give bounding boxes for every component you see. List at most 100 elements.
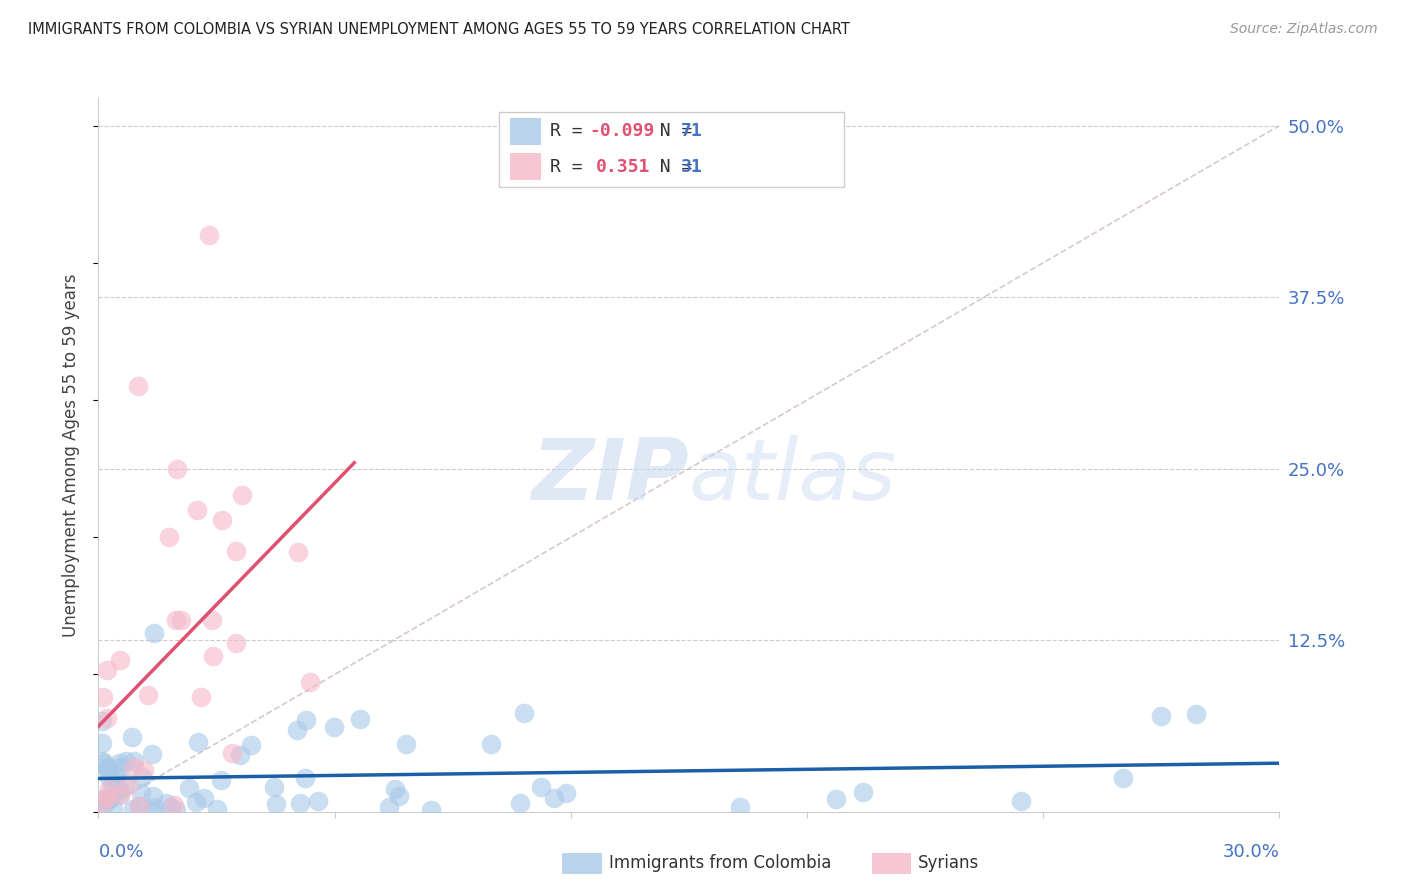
Point [420,803,443,817]
Point [307,794,329,808]
Point [91,797,114,811]
Point [555,786,578,800]
Text: 30.0%: 30.0% [1223,843,1279,861]
Point [100,780,122,794]
Point [97,781,120,796]
Point [322,720,344,734]
Y-axis label: Unemployment Among Ages 55 to 59 years: Unemployment Among Ages 55 to 59 years [62,273,80,637]
Point [124,754,146,768]
Point [263,780,285,795]
Point [395,737,418,751]
Point [225,544,247,558]
Point [287,545,309,559]
Point [96,711,118,725]
Point [108,787,131,801]
Text: 71: 71 [681,122,702,140]
Text: N =: N = [638,158,703,176]
Point [160,800,183,814]
Point [108,760,131,774]
Point [110,653,132,667]
Point [190,690,212,704]
Text: R =: R = [550,158,605,176]
Point [142,626,165,640]
Point [132,764,155,778]
Point [143,800,166,814]
Point [543,790,565,805]
Point [205,802,228,816]
Point [287,723,309,737]
Text: N =: N = [638,122,703,140]
Point [298,675,321,690]
Point [229,748,252,763]
Point [141,747,163,761]
Point [155,796,177,810]
Point [91,714,114,728]
Point [530,780,553,795]
Point [97,763,120,777]
Point [288,796,311,810]
Point [121,802,143,816]
Point [115,754,138,768]
Point [264,797,287,811]
Point [94,793,117,807]
Text: Immigrants from Colombia: Immigrants from Colombia [609,855,831,872]
Point [108,756,131,770]
Point [221,746,243,760]
Point [209,772,232,787]
Point [91,801,114,815]
Point [851,784,873,798]
Point [294,771,316,785]
Point [193,791,215,805]
Point [479,737,502,751]
Point [384,781,406,796]
Point [93,756,115,771]
Point [513,706,536,721]
Point [128,799,150,814]
Text: 0.351: 0.351 [596,158,651,176]
Point [142,789,165,804]
Point [201,649,224,664]
Point [509,796,531,810]
Point [170,613,193,627]
Text: 31: 31 [681,158,702,176]
Point [186,503,208,517]
Point [211,513,233,527]
Point [1150,708,1173,723]
Point [129,786,152,800]
Point [377,800,399,814]
Text: R =: R = [550,122,593,140]
Point [138,688,160,702]
Point [98,792,121,806]
Point [107,782,129,797]
Point [388,789,411,803]
Text: ZIP: ZIP [531,434,689,518]
Point [179,781,201,796]
Point [141,803,163,817]
Point [121,730,143,744]
Text: -0.099: -0.099 [589,122,654,140]
Point [127,379,149,393]
Text: IMMIGRANTS FROM COLOMBIA VS SYRIAN UNEMPLOYMENT AMONG AGES 55 TO 59 YEARS CORREL: IMMIGRANTS FROM COLOMBIA VS SYRIAN UNEMP… [28,22,851,37]
Text: Source: ZipAtlas.com: Source: ZipAtlas.com [1230,22,1378,37]
Point [96,762,118,776]
Point [231,488,253,502]
Point [184,795,207,809]
Point [91,791,114,805]
Point [295,713,318,727]
Point [349,711,371,725]
Point [122,760,145,774]
Point [728,800,751,814]
Point [114,776,136,790]
Point [225,636,247,650]
Point [197,228,219,243]
Point [93,690,115,704]
Point [105,770,128,784]
Point [163,798,186,813]
Point [1010,794,1032,808]
Point [825,792,848,806]
Point [101,802,124,816]
Point [100,791,122,805]
Point [97,760,120,774]
Point [91,754,114,768]
Point [117,778,139,792]
